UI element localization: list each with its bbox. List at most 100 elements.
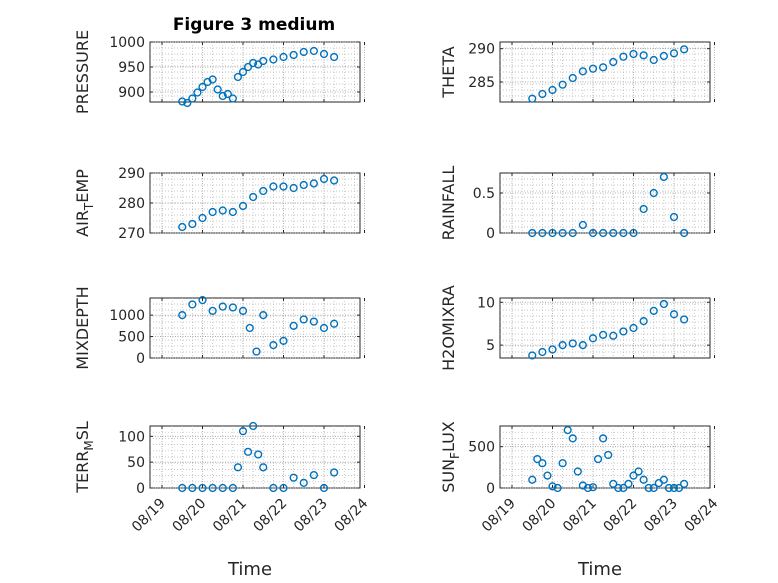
data-point bbox=[299, 180, 308, 190]
data-point bbox=[193, 88, 202, 97]
y-axis-label: PRESSURE bbox=[73, 30, 92, 114]
y-tick-label: 0 bbox=[136, 481, 145, 497]
data-point bbox=[330, 52, 339, 62]
data-point bbox=[249, 58, 258, 68]
data-point bbox=[634, 467, 643, 476]
data-point bbox=[299, 478, 308, 487]
data-point bbox=[178, 483, 187, 493]
data-point bbox=[269, 55, 278, 64]
x-axis-label: Time bbox=[227, 559, 272, 580]
data-point bbox=[238, 306, 248, 315]
data-point bbox=[218, 302, 227, 311]
data-point bbox=[218, 206, 227, 215]
data-point bbox=[198, 483, 207, 493]
data-point bbox=[249, 192, 258, 202]
data-point bbox=[629, 471, 638, 480]
data-point bbox=[233, 72, 243, 82]
data-point bbox=[669, 310, 679, 319]
data-point bbox=[599, 63, 608, 72]
data-point bbox=[659, 475, 668, 484]
y-tick-label: 280 bbox=[118, 196, 145, 212]
y-axis-label: MIXDEPTH bbox=[73, 286, 92, 369]
data-point bbox=[604, 450, 613, 460]
data-point bbox=[223, 89, 232, 99]
x-tick-label: 08/22 bbox=[600, 496, 640, 536]
y-tick-label: 950 bbox=[118, 60, 145, 76]
data-point bbox=[659, 51, 668, 61]
data-point bbox=[538, 459, 547, 468]
data-point bbox=[228, 207, 237, 217]
subplot-8: 08/19 08/20 08/21 08/22 08/23 08/24 0 500 SUNFLU… bbox=[439, 421, 721, 580]
data-point bbox=[330, 176, 339, 185]
data-point bbox=[568, 73, 577, 83]
data-point bbox=[629, 228, 638, 238]
data-point bbox=[319, 483, 329, 493]
data-point bbox=[259, 186, 268, 196]
data-point bbox=[568, 434, 577, 443]
data-point bbox=[639, 204, 648, 214]
data-point bbox=[289, 321, 298, 330]
x-axis-label: Time bbox=[577, 559, 622, 580]
data-point bbox=[609, 228, 618, 238]
data-point bbox=[309, 317, 318, 326]
data-point bbox=[573, 467, 582, 476]
y-axis-label: RAINFALL bbox=[439, 166, 458, 241]
data-point bbox=[639, 317, 648, 326]
y-tick-label: 0.5 bbox=[473, 186, 495, 202]
data-point bbox=[639, 475, 648, 484]
y-axis-label: SUNFLUX bbox=[439, 421, 462, 493]
y-tick-label: 5 bbox=[486, 338, 495, 354]
x-tick-label: 08/19 bbox=[479, 496, 519, 536]
data-point bbox=[208, 306, 217, 315]
data-point bbox=[208, 207, 217, 217]
y-tick-label: 290 bbox=[118, 166, 145, 182]
y-tick-label: 100 bbox=[118, 429, 145, 445]
data-point bbox=[289, 50, 298, 60]
subplot-2: 285 290 THETA bbox=[439, 41, 715, 103]
data-point bbox=[259, 463, 268, 472]
x-tick-label: 08/24 bbox=[681, 495, 721, 535]
data-point bbox=[619, 52, 628, 61]
data-point bbox=[548, 482, 557, 491]
data-point bbox=[188, 483, 197, 493]
data-point bbox=[538, 89, 547, 99]
data-point bbox=[528, 94, 537, 103]
subplot-1: 900 950 1000 PRESSURE bbox=[73, 30, 365, 114]
data-point bbox=[238, 67, 248, 77]
data-point bbox=[664, 483, 674, 493]
y-axis-label: AIRTEMP bbox=[73, 169, 96, 237]
data-point bbox=[319, 323, 329, 333]
y-axis-label: H2OMIXRA bbox=[439, 285, 458, 371]
data-point bbox=[228, 483, 237, 493]
data-point bbox=[259, 311, 268, 320]
data-point bbox=[309, 470, 318, 480]
data-point bbox=[198, 296, 207, 305]
y-tick-label: 1000 bbox=[109, 35, 145, 51]
data-point bbox=[528, 228, 537, 238]
x-tick-label: 08/23 bbox=[641, 496, 681, 536]
data-point bbox=[319, 49, 329, 59]
data-point bbox=[208, 75, 217, 84]
data-point bbox=[680, 315, 689, 324]
data-point bbox=[649, 55, 658, 65]
data-point bbox=[233, 463, 243, 472]
data-point bbox=[659, 172, 668, 182]
data-point bbox=[649, 306, 658, 315]
data-point bbox=[609, 57, 618, 67]
data-point bbox=[588, 483, 598, 492]
y-tick-label: 50 bbox=[127, 455, 145, 471]
data-point bbox=[680, 228, 689, 238]
data-point bbox=[279, 336, 288, 345]
data-point bbox=[259, 56, 268, 66]
data-point bbox=[319, 174, 329, 184]
data-point bbox=[218, 483, 227, 493]
y-tick-label: 10 bbox=[477, 295, 495, 311]
y-axis-label: TERRMSL bbox=[73, 421, 96, 494]
data-point bbox=[279, 182, 288, 191]
data-point bbox=[599, 228, 608, 238]
data-point bbox=[588, 228, 598, 238]
data-point bbox=[599, 434, 608, 443]
data-point bbox=[178, 222, 187, 232]
data-point bbox=[674, 483, 684, 493]
data-point bbox=[289, 183, 298, 193]
